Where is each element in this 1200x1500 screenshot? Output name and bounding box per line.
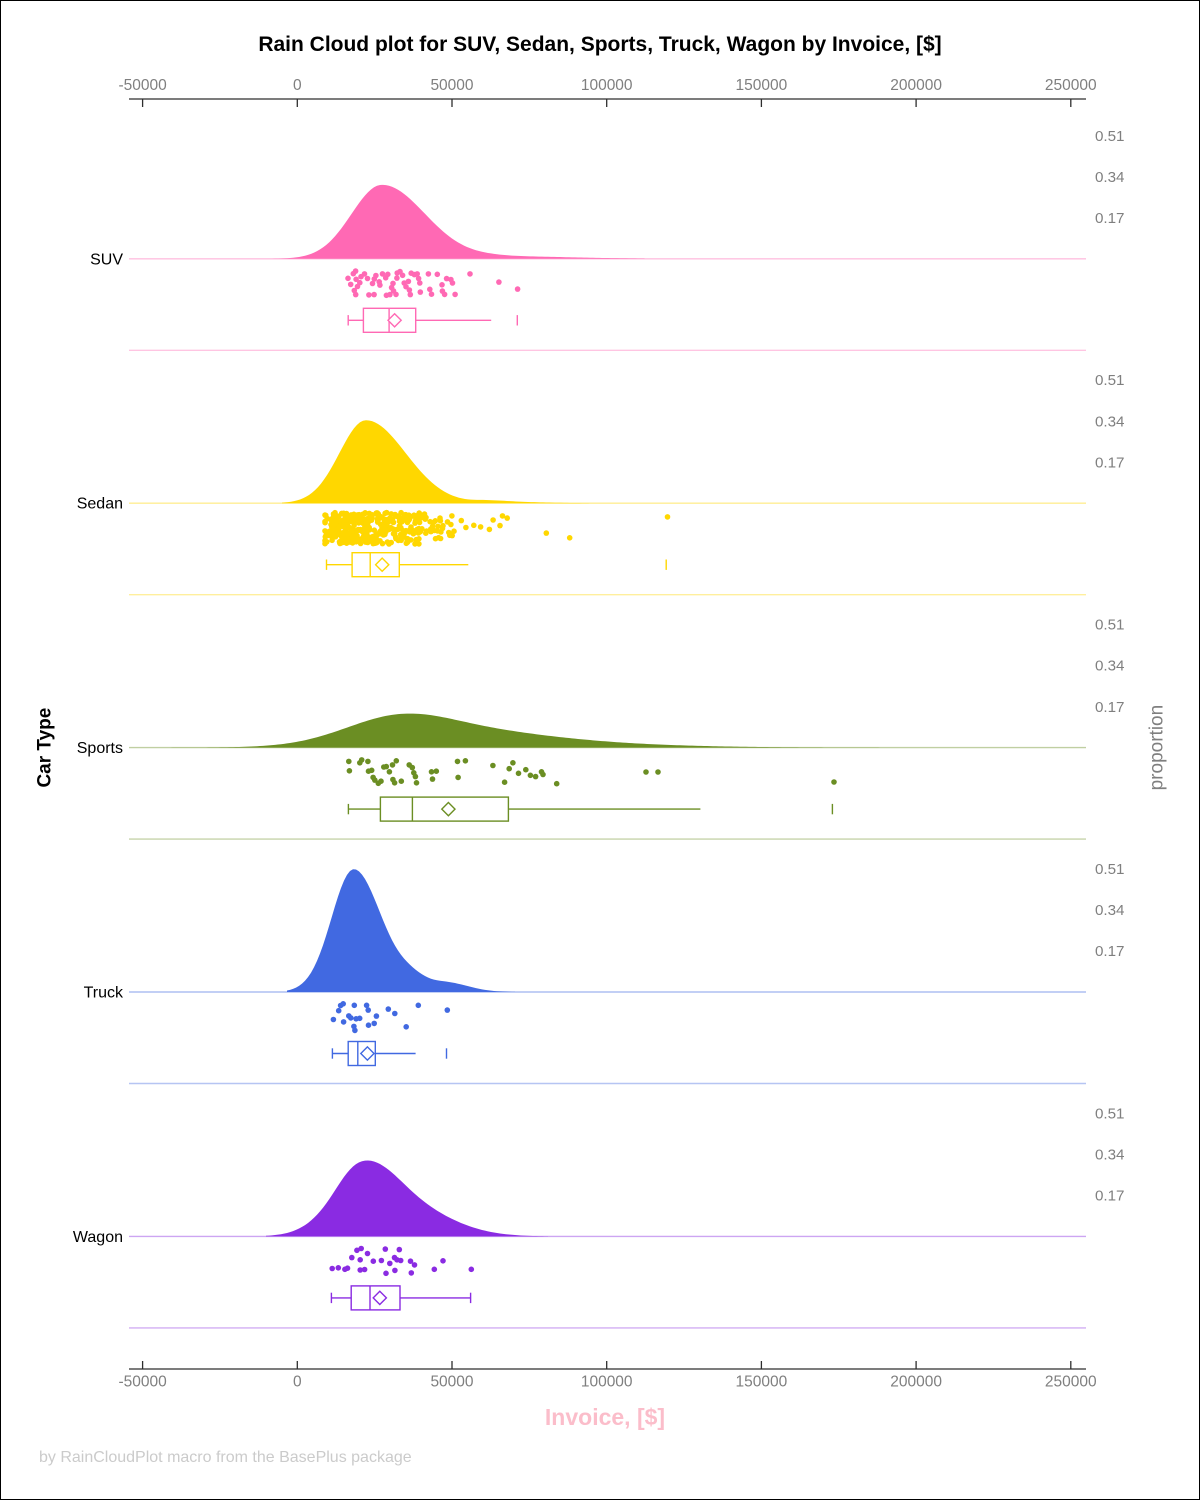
svg-text:0.17: 0.17 <box>1095 1188 1125 1205</box>
svg-text:150000: 150000 <box>736 1374 788 1391</box>
svg-text:50000: 50000 <box>430 1374 473 1391</box>
svg-text:0.34: 0.34 <box>1095 658 1125 675</box>
svg-text:Rain Cloud plot for SUV, Sedan: Rain Cloud plot for SUV, Sedan, Sports, … <box>258 33 941 56</box>
svg-text:100000: 100000 <box>581 1374 633 1391</box>
svg-text:0.17: 0.17 <box>1095 943 1125 960</box>
svg-text:0: 0 <box>293 1374 302 1391</box>
svg-text:0.51: 0.51 <box>1095 1105 1125 1122</box>
svg-text:-50000: -50000 <box>118 77 167 94</box>
svg-text:0.34: 0.34 <box>1095 169 1125 186</box>
svg-text:Sports: Sports <box>77 740 123 757</box>
svg-text:0.34: 0.34 <box>1095 413 1125 430</box>
svg-text:Car Type: Car Type <box>35 708 56 788</box>
svg-text:0.17: 0.17 <box>1095 699 1125 716</box>
svg-text:Wagon: Wagon <box>73 1229 123 1246</box>
svg-text:150000: 150000 <box>736 77 788 94</box>
svg-text:0.17: 0.17 <box>1095 454 1125 471</box>
svg-text:proportion: proportion <box>1147 705 1168 791</box>
svg-text:-50000: -50000 <box>118 1374 167 1391</box>
svg-text:200000: 200000 <box>890 1374 942 1391</box>
svg-text:0.17: 0.17 <box>1095 210 1125 227</box>
svg-text:0.51: 0.51 <box>1095 617 1125 634</box>
svg-text:0.51: 0.51 <box>1095 861 1125 878</box>
svg-text:200000: 200000 <box>890 77 942 94</box>
svg-text:Invoice, [$]: Invoice, [$] <box>545 1404 665 1430</box>
svg-text:0: 0 <box>293 77 302 94</box>
svg-text:0.34: 0.34 <box>1095 902 1125 919</box>
svg-text:100000: 100000 <box>581 77 633 94</box>
svg-text:Truck: Truck <box>84 985 124 1002</box>
svg-text:by RainCloudPlot macro from th: by RainCloudPlot macro from the BasePlus… <box>39 1449 412 1466</box>
svg-text:50000: 50000 <box>430 77 473 94</box>
svg-text:250000: 250000 <box>1045 77 1097 94</box>
svg-text:0.51: 0.51 <box>1095 128 1125 145</box>
svg-text:Sedan: Sedan <box>77 496 123 513</box>
svg-text:0.51: 0.51 <box>1095 372 1125 389</box>
svg-text:250000: 250000 <box>1045 1374 1097 1391</box>
svg-text:SUV: SUV <box>90 251 123 268</box>
svg-text:0.34: 0.34 <box>1095 1147 1125 1164</box>
